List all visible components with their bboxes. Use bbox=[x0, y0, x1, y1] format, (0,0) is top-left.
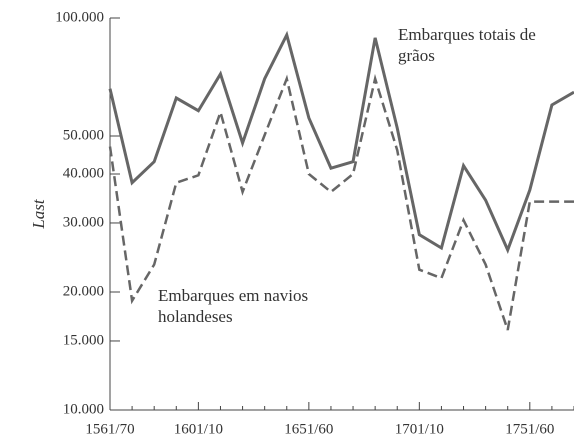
y-tick-label: 40.000 bbox=[63, 165, 104, 181]
y-axis-label: Last bbox=[29, 198, 48, 230]
x-tick-label: 1751/60 bbox=[505, 421, 554, 437]
series-line bbox=[108, 30, 574, 254]
y-tick-label: 10.000 bbox=[63, 401, 104, 417]
y-tick-label: 100.000 bbox=[55, 9, 104, 25]
y-tick-label: 50.000 bbox=[63, 127, 104, 143]
series-label: Embarques totais de grãos bbox=[398, 25, 536, 65]
x-tick-label: 1701/10 bbox=[395, 421, 444, 437]
y-tick-label: 30.000 bbox=[63, 214, 104, 230]
series-line bbox=[108, 73, 574, 331]
series-label: Embarques em navios holandeses bbox=[158, 286, 309, 326]
x-tick-label: 1651/60 bbox=[284, 421, 333, 437]
x-tick-label: 1601/10 bbox=[174, 421, 223, 437]
x-tick-label: 1561/70 bbox=[85, 421, 134, 437]
y-tick-label: 15.000 bbox=[63, 332, 104, 348]
y-tick-label: 20.000 bbox=[63, 283, 104, 299]
